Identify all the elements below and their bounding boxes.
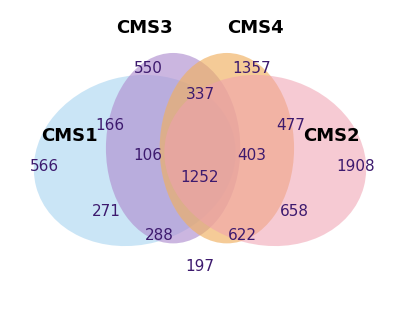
Text: 622: 622 [228,229,257,244]
Text: CMS1: CMS1 [41,127,97,145]
Text: 477: 477 [276,117,305,133]
Ellipse shape [160,53,294,243]
Text: 337: 337 [186,87,214,102]
Text: CMS4: CMS4 [227,19,284,37]
Text: 1908: 1908 [336,159,375,174]
Text: CMS2: CMS2 [303,127,359,145]
Text: 197: 197 [186,259,214,274]
Text: 658: 658 [280,204,308,219]
Text: 1357: 1357 [232,61,271,75]
Ellipse shape [164,75,366,246]
Text: 566: 566 [30,159,59,174]
Text: 166: 166 [95,117,124,133]
Text: 288: 288 [145,229,174,244]
Text: 550: 550 [134,61,162,75]
Ellipse shape [34,75,236,246]
Ellipse shape [106,53,240,243]
Text: 271: 271 [92,204,120,219]
Text: CMS3: CMS3 [116,19,173,37]
Text: 106: 106 [134,148,163,163]
Text: 1252: 1252 [181,170,219,185]
Text: 403: 403 [237,148,266,163]
